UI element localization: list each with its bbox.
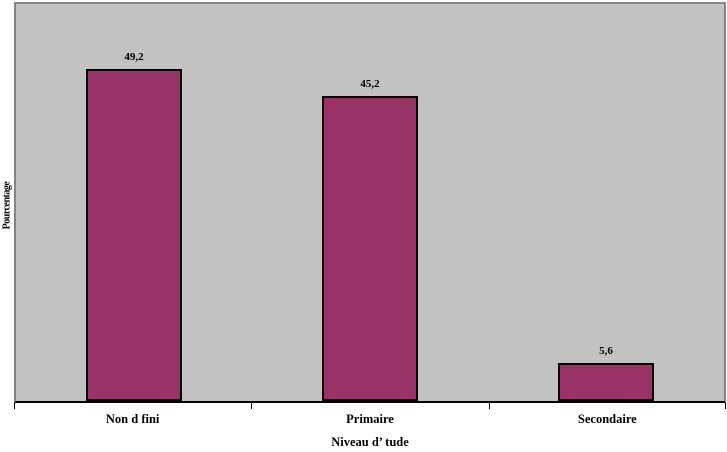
plot-area: 49,2 45,2 5,6: [14, 2, 726, 403]
bar-series-column: [558, 363, 654, 401]
x-axis-category-label: Primaire: [346, 412, 394, 426]
x-axis-tick: [725, 403, 726, 409]
bar-value-label: 49,2: [124, 51, 144, 63]
bar-series-column: [322, 96, 418, 401]
x-axis-tick: [14, 403, 15, 409]
bar-series-column: [86, 69, 182, 401]
x-axis-tick: [251, 403, 252, 409]
x-axis-tick: [489, 403, 490, 409]
x-axis-category-label: Non d fini: [105, 412, 160, 426]
bar-value-label: 45,2: [360, 78, 380, 90]
x-axis-title: Niveau d’ tude: [331, 435, 409, 449]
x-axis-category-label: Secondaire: [577, 412, 637, 426]
bar-value-label: 5,6: [599, 345, 613, 357]
y-axis-title: Pourcentage: [1, 181, 13, 230]
